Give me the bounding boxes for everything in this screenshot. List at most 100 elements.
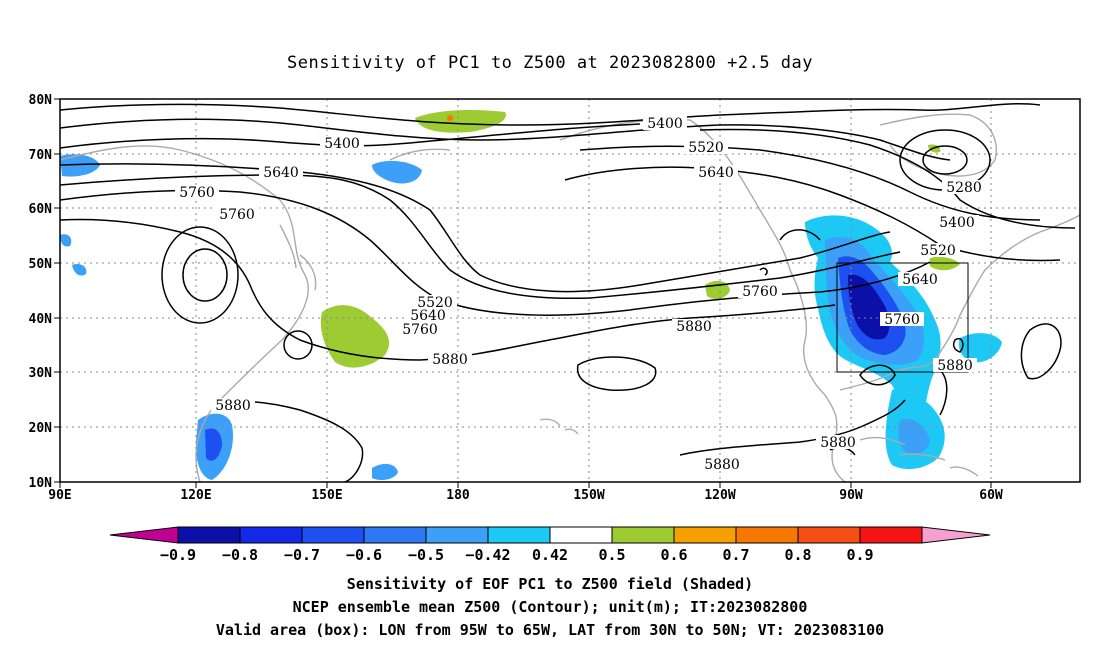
shade-tropical-pacific	[372, 463, 398, 480]
caption-line-1: Sensitivity of EOF PC1 to Z500 field (Sh…	[347, 575, 753, 593]
colorbar-label: 0.5	[598, 546, 625, 564]
lat-tick-label: 60N	[29, 202, 53, 217]
shade-siberia	[60, 154, 100, 177]
contour-asia-low-inner	[182, 248, 228, 302]
shade-philippine-inner	[205, 428, 222, 461]
coastlines	[59, 113, 1081, 483]
shade-orange-arctic	[447, 115, 453, 121]
colorbar-box	[301, 526, 365, 544]
contour-label: 5880	[432, 352, 468, 368]
lon-tick-label: 60W	[979, 488, 1003, 503]
contour-north-1	[59, 103, 1041, 126]
coast-north-america	[389, 118, 846, 483]
lon-tick-label: 150W	[573, 488, 604, 503]
lat-tick-label: 20N	[29, 421, 53, 436]
shade-west-small	[72, 264, 87, 276]
colorbar-left-tip	[109, 526, 179, 544]
contour-pacific-high	[283, 330, 313, 360]
colorbar-labels: −0.9 −0.8 −0.7 −0.6 −0.5 −0.42 0.42 0.5 0.6 0.7 0.…	[160, 546, 874, 564]
colorbar-label: −0.7	[284, 546, 320, 564]
colorbar-box	[859, 526, 923, 544]
contour-label: 5880	[676, 319, 712, 335]
colorbar-box	[487, 526, 551, 544]
contour-label: 5760	[179, 185, 215, 201]
lat-tick-label: 10N	[29, 476, 53, 491]
shade-caribbean-inner	[898, 418, 930, 455]
colorbar-label: −0.8	[222, 546, 258, 564]
colorbar-box	[549, 526, 613, 544]
contour-5880-atl	[939, 369, 948, 416]
contour-label: 5400	[324, 136, 360, 152]
contour-small-atl	[952, 338, 964, 353]
contour-label: 5520	[417, 295, 453, 311]
contour-label: 5760	[884, 312, 920, 328]
lon-tick-label: 150E	[311, 488, 342, 503]
lat-tick-label: 30N	[29, 366, 53, 381]
axis-ticks	[54, 98, 992, 488]
contour-labels: 5400 5400 5520 5640 5640 5760 5760 5280 …	[175, 116, 986, 473]
lon-tick-label: 90W	[839, 488, 863, 503]
contour-label: 5880	[215, 398, 251, 414]
colorbar-box	[363, 526, 427, 544]
shade-west-edge	[60, 234, 72, 247]
coast-japan	[279, 224, 317, 291]
colorbar-label: −0.9	[160, 546, 196, 564]
colorbar-box	[735, 526, 799, 544]
colorbar-label: 0.8	[784, 546, 811, 564]
contour-label: 5640	[698, 165, 734, 181]
lat-tick-label: 70N	[29, 148, 53, 163]
lat-tick-label: 40N	[29, 312, 53, 327]
colorbar-box	[611, 526, 675, 544]
lon-tick-label: 90E	[48, 488, 71, 503]
caption-line-3: Valid area (box): LON from 95W to 65W, L…	[216, 621, 884, 639]
shade-green-arctic	[415, 110, 506, 133]
contour-5880-main	[59, 218, 836, 361]
colorbar-label: 0.6	[660, 546, 687, 564]
colorbar-label: −0.6	[346, 546, 382, 564]
shaded-sensitivity	[60, 110, 1002, 480]
colorbar-box	[673, 526, 737, 544]
colorbar-label: 0.7	[722, 546, 749, 564]
colorbar-box	[239, 526, 303, 544]
shade-green-ne	[930, 256, 960, 271]
lat-tick-label: 50N	[29, 257, 53, 272]
latitude-labels: 80N 70N 60N 50N 40N 30N 20N 10N	[29, 93, 53, 491]
contour-asia-low-outer	[161, 226, 239, 324]
caption-line-2: NCEP ensemble mean Z500 (Contour); unit(…	[293, 598, 808, 616]
contour-label: 5760	[219, 207, 255, 223]
colorbar: −0.9 −0.8 −0.7 −0.6 −0.5 −0.42 0.42 0.5 0.6 0.7 0.…	[109, 526, 991, 564]
lon-tick-label: 120W	[704, 488, 735, 503]
contour-5880-closed	[576, 356, 657, 391]
colorbar-box	[797, 526, 861, 544]
colorbar-right-tip	[921, 526, 991, 544]
colorbar-label: 0.42	[532, 546, 568, 564]
contour-gulf-loop	[859, 364, 896, 386]
contour-5640-east	[564, 166, 1061, 262]
contour-label: 5520	[688, 140, 724, 156]
contour-label: 5880	[820, 435, 856, 451]
map-frame	[59, 98, 1081, 483]
contour-label: 5640	[902, 272, 938, 288]
colorbar-box	[425, 526, 489, 544]
coast-caribbean	[859, 436, 979, 477]
colorbar-box	[177, 526, 241, 544]
contour-5520-east	[579, 145, 1041, 221]
valid-area-box	[836, 262, 969, 373]
coast-hawaii	[539, 418, 579, 435]
colorbar-boxes	[177, 526, 923, 544]
shade-na-core	[848, 274, 890, 340]
colorbar-label: −0.5	[408, 546, 444, 564]
contour-small-na	[759, 229, 821, 276]
longitude-labels: 90E 120E 150E 180 150W 120W 90W 60W	[48, 488, 1003, 503]
contour-label: 5640	[410, 308, 446, 324]
lat-tick-label: 80N	[29, 93, 53, 108]
figure-title: Sensitivity of PC1 to Z500 at 2023082800…	[287, 53, 813, 73]
lon-tick-label: 120E	[180, 488, 211, 503]
contour-atlantic-high	[1020, 323, 1062, 380]
shade-bering	[372, 160, 422, 184]
contour-5640-pac	[59, 174, 901, 300]
contour-north-2	[59, 118, 951, 161]
contour-label: 5640	[263, 165, 299, 181]
colorbar-label: −0.42	[465, 546, 510, 564]
